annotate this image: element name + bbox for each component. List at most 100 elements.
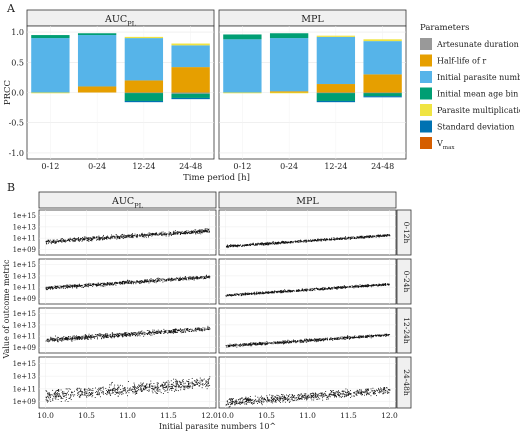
scatter-point xyxy=(124,390,126,391)
scatter-point xyxy=(207,277,209,279)
scatter-point xyxy=(200,329,202,330)
scatter-point xyxy=(316,340,318,342)
scatter-point xyxy=(95,236,97,238)
scatter-point xyxy=(90,389,92,391)
bar-MPL-24-48-series1 xyxy=(363,74,402,93)
scatter-point xyxy=(352,336,354,338)
scatter-point xyxy=(176,331,178,333)
scatter-point xyxy=(116,334,118,336)
scatter-point xyxy=(368,235,370,237)
scatter-point xyxy=(124,387,126,389)
scatter-point xyxy=(275,242,277,244)
scatter-point xyxy=(152,385,154,387)
scatter-point xyxy=(199,329,201,331)
scatter-point xyxy=(359,286,361,288)
scatter-point xyxy=(124,335,126,337)
scatter-point xyxy=(81,286,83,288)
scatter-point xyxy=(111,284,112,286)
scatter-point xyxy=(306,341,308,343)
scatter-point xyxy=(259,243,261,244)
scatter-point xyxy=(311,288,313,290)
scatter-point xyxy=(276,291,278,293)
scatter-point xyxy=(280,290,282,291)
scatter-point xyxy=(151,233,153,235)
scatter-point xyxy=(305,339,307,340)
scatter-point xyxy=(49,286,51,288)
scatter-point xyxy=(386,333,388,335)
scatter-point xyxy=(357,237,359,239)
scatter-point xyxy=(359,335,361,337)
scatter-point xyxy=(234,244,236,246)
scatter-point xyxy=(199,385,201,387)
scatter-point xyxy=(156,233,158,235)
scatter-point xyxy=(201,329,203,331)
scatter-point xyxy=(289,342,290,344)
scatter-point xyxy=(206,328,208,330)
scatter-point xyxy=(83,336,85,338)
scatter-point xyxy=(284,289,286,291)
scatter-point xyxy=(241,295,243,296)
scatter-point xyxy=(232,345,234,346)
scatter-point xyxy=(184,279,186,281)
scatter-point xyxy=(140,280,142,282)
scatter-point xyxy=(159,390,161,392)
scatter-point xyxy=(133,333,135,335)
scatter-point xyxy=(106,392,108,394)
scatter-point xyxy=(117,334,119,336)
scatter-point xyxy=(100,238,102,239)
scatter-point xyxy=(135,334,137,336)
scatter-point xyxy=(92,392,94,394)
scatter-point xyxy=(79,395,81,397)
scatter-point xyxy=(198,327,200,329)
scatter-point xyxy=(183,386,185,388)
scatter-point xyxy=(84,238,86,240)
scatter-point xyxy=(117,333,119,335)
scatter-point xyxy=(198,327,199,329)
scatter-point xyxy=(184,232,186,234)
scatter-point xyxy=(236,293,238,295)
scatter-point xyxy=(369,336,371,338)
scatter-point xyxy=(78,336,80,338)
scatter-point xyxy=(300,239,302,241)
panel-b-label: B xyxy=(7,181,15,194)
scatter-point xyxy=(345,287,346,289)
scatter-point xyxy=(334,337,336,339)
scatter-point xyxy=(225,344,227,346)
scatter-point xyxy=(227,344,229,346)
scatter-point xyxy=(127,334,129,335)
scatter-point xyxy=(260,243,262,245)
scatter-point xyxy=(51,337,53,339)
scatter-point xyxy=(307,239,309,241)
scatter-point xyxy=(197,278,198,280)
scatter-point xyxy=(57,241,59,242)
scatter-point xyxy=(196,278,198,280)
scatter-point xyxy=(153,329,155,331)
scatter-point xyxy=(194,329,196,331)
scatter-point xyxy=(327,239,329,241)
scatter-point xyxy=(234,343,236,345)
scatter-point xyxy=(179,381,181,383)
scatter-point xyxy=(80,388,82,390)
scatter-point xyxy=(362,286,364,288)
scatter-point xyxy=(76,287,78,289)
scatter-point xyxy=(64,239,65,241)
scatter-point xyxy=(252,242,254,244)
scatter-point xyxy=(340,338,342,340)
scatter-point xyxy=(156,330,158,332)
scatter-point xyxy=(80,238,82,240)
scatter-point xyxy=(289,241,291,243)
bar-AUC_PL-12-24-series3 xyxy=(124,93,164,101)
scatter-point xyxy=(58,395,60,397)
scatter-point xyxy=(383,285,385,287)
scatter-point xyxy=(132,334,134,336)
scatter-point xyxy=(160,384,162,386)
scatter-point xyxy=(299,290,301,292)
scatter-point xyxy=(194,230,196,232)
scatter-point xyxy=(125,235,127,237)
scatter-point xyxy=(100,285,102,287)
scatter-point xyxy=(180,329,182,331)
scatter-point xyxy=(166,279,168,281)
scatter-point xyxy=(184,277,186,279)
scatter-point xyxy=(104,335,106,337)
scatter-point xyxy=(67,239,69,241)
